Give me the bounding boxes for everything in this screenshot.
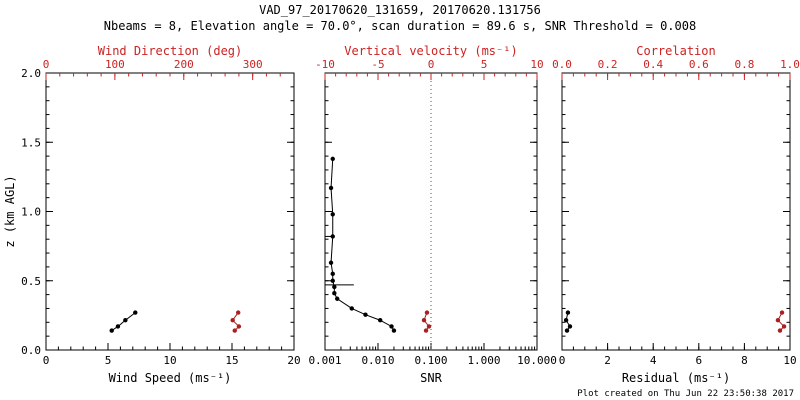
snr-profile-point: [335, 296, 340, 301]
snr-profile-point: [332, 284, 337, 290]
top-tick-label: -5: [371, 58, 384, 71]
x-tick-label: 0.010: [361, 354, 394, 367]
x-tick-label: 5: [105, 354, 112, 367]
wind-direction-point: [236, 324, 242, 329]
x-tick-label: 6: [695, 354, 702, 367]
creation-timestamp: Plot created on Thu Jun 22 23:50:38 2017: [577, 389, 794, 399]
residual-line: [565, 312, 571, 331]
top-tick-label: 100: [105, 58, 125, 71]
snr-profile-point: [330, 212, 335, 217]
panel-frame: [45, 72, 295, 351]
top-axis-title: Correlation: [636, 44, 715, 58]
top-axis-title: Vertical velocity (ms⁻¹): [344, 44, 517, 58]
vertical-velocity-point: [426, 324, 432, 329]
panel-snr: 0.001 0.010 0.100 1.000 10.000 SNR -10 -5 0 5 10 Ve…: [308, 44, 556, 385]
panel-residual: 0 2 4 6 8 10 Residual (ms⁻¹) 0.0 0.2 0.4 0.6 0.8 1.0…: [552, 44, 800, 385]
plot-title: VAD_97_20170620_131659, 20170620.131756: [259, 3, 541, 17]
x-tick-label: 10.000: [517, 354, 557, 367]
x-tick-label: 0: [43, 354, 50, 367]
snr-profile-point: [328, 260, 334, 265]
top-tick-label: 300: [243, 58, 263, 71]
top-tick-label: -10: [315, 58, 335, 71]
x-tick-label: 0: [559, 354, 566, 367]
residual-point: [564, 328, 570, 333]
x-tick-label: 0.001: [308, 354, 341, 367]
correlation-line: [777, 312, 785, 331]
vertical-velocity-point: [424, 310, 430, 315]
x-tick-label: 0.100: [414, 354, 447, 367]
top-tick-label: 0: [43, 58, 50, 71]
wind-speed-point: [109, 328, 114, 333]
snr-profile-point: [363, 312, 368, 317]
top-tick-label: 0.2: [598, 58, 618, 71]
vertical-velocity-point: [421, 318, 427, 323]
x-tick-label: 10: [783, 354, 796, 367]
y-tick-label: 0.0: [21, 344, 41, 357]
top-tick-label: 1.0: [780, 58, 800, 71]
y-tick-label: 1.0: [21, 206, 41, 219]
snr-profile-point: [330, 234, 335, 239]
x-tick-label: 20: [287, 354, 300, 367]
wind-speed-point: [115, 324, 121, 329]
top-tick-label: 0: [428, 58, 435, 71]
snr-profile-point: [328, 185, 334, 191]
x-tick-label: 15: [225, 354, 238, 367]
top-tick-label: 0.0: [552, 58, 572, 71]
wind-speed-point: [123, 318, 128, 323]
panel-frame: [561, 72, 791, 351]
x-axis-title: SNR: [420, 371, 442, 385]
top-axis-title: Wind Direction (deg): [98, 44, 243, 58]
x-tick-label: 10: [163, 354, 176, 367]
top-tick-label: 0.6: [689, 58, 709, 71]
wind-direction-point: [230, 318, 235, 323]
wind-direction-line: [232, 312, 240, 331]
top-tick-label: 0.4: [643, 58, 663, 71]
correlation-point: [775, 318, 781, 323]
top-tick-label: 10: [530, 58, 543, 71]
top-tick-label: 200: [174, 58, 194, 71]
wind-speed-line: [111, 312, 136, 332]
snr-profile-point: [330, 278, 335, 283]
snr-profile-point: [389, 324, 394, 329]
y-tick-label: 1.5: [21, 136, 41, 149]
y-tick-label: 0.5: [21, 275, 41, 288]
y-axis-title: z (km AGL): [3, 175, 17, 247]
y-tick-label: 2.0: [21, 67, 41, 80]
x-axis-title: Wind Speed (ms⁻¹): [109, 371, 232, 385]
snr-profile-point: [377, 318, 383, 323]
residual-point: [565, 310, 571, 315]
vertical-velocity-point: [423, 328, 429, 333]
snr-profile-point: [330, 156, 335, 162]
plot-subtitle: Nbeams = 8, Elevation angle = 70.0°, sca…: [103, 19, 697, 33]
top-tick-label: 0.8: [734, 58, 754, 71]
wind-speed-point: [133, 310, 138, 315]
x-tick-label: 8: [741, 354, 748, 367]
wind-direction-point: [232, 328, 237, 333]
snr-profile-point: [332, 291, 337, 296]
top-tick-label: 5: [481, 58, 488, 71]
x-axis-title: Residual (ms⁻¹): [622, 371, 730, 385]
vertical-velocity-line: [423, 312, 430, 331]
residual-point: [567, 324, 573, 329]
residual-point: [563, 318, 569, 323]
panel-frame: [324, 72, 538, 351]
wind-direction-point: [236, 310, 241, 315]
x-tick-label: 4: [650, 354, 657, 367]
snr-profile-point: [349, 306, 354, 311]
correlation-point: [779, 310, 785, 315]
correlation-point: [777, 328, 783, 333]
x-tick-label: 1.000: [467, 354, 500, 367]
snr-profile-line: [330, 158, 395, 331]
x-tick-label: 2: [604, 354, 611, 367]
snr-profile-point: [391, 328, 397, 333]
snr-profile-point: [330, 271, 335, 277]
correlation-point: [781, 324, 787, 329]
